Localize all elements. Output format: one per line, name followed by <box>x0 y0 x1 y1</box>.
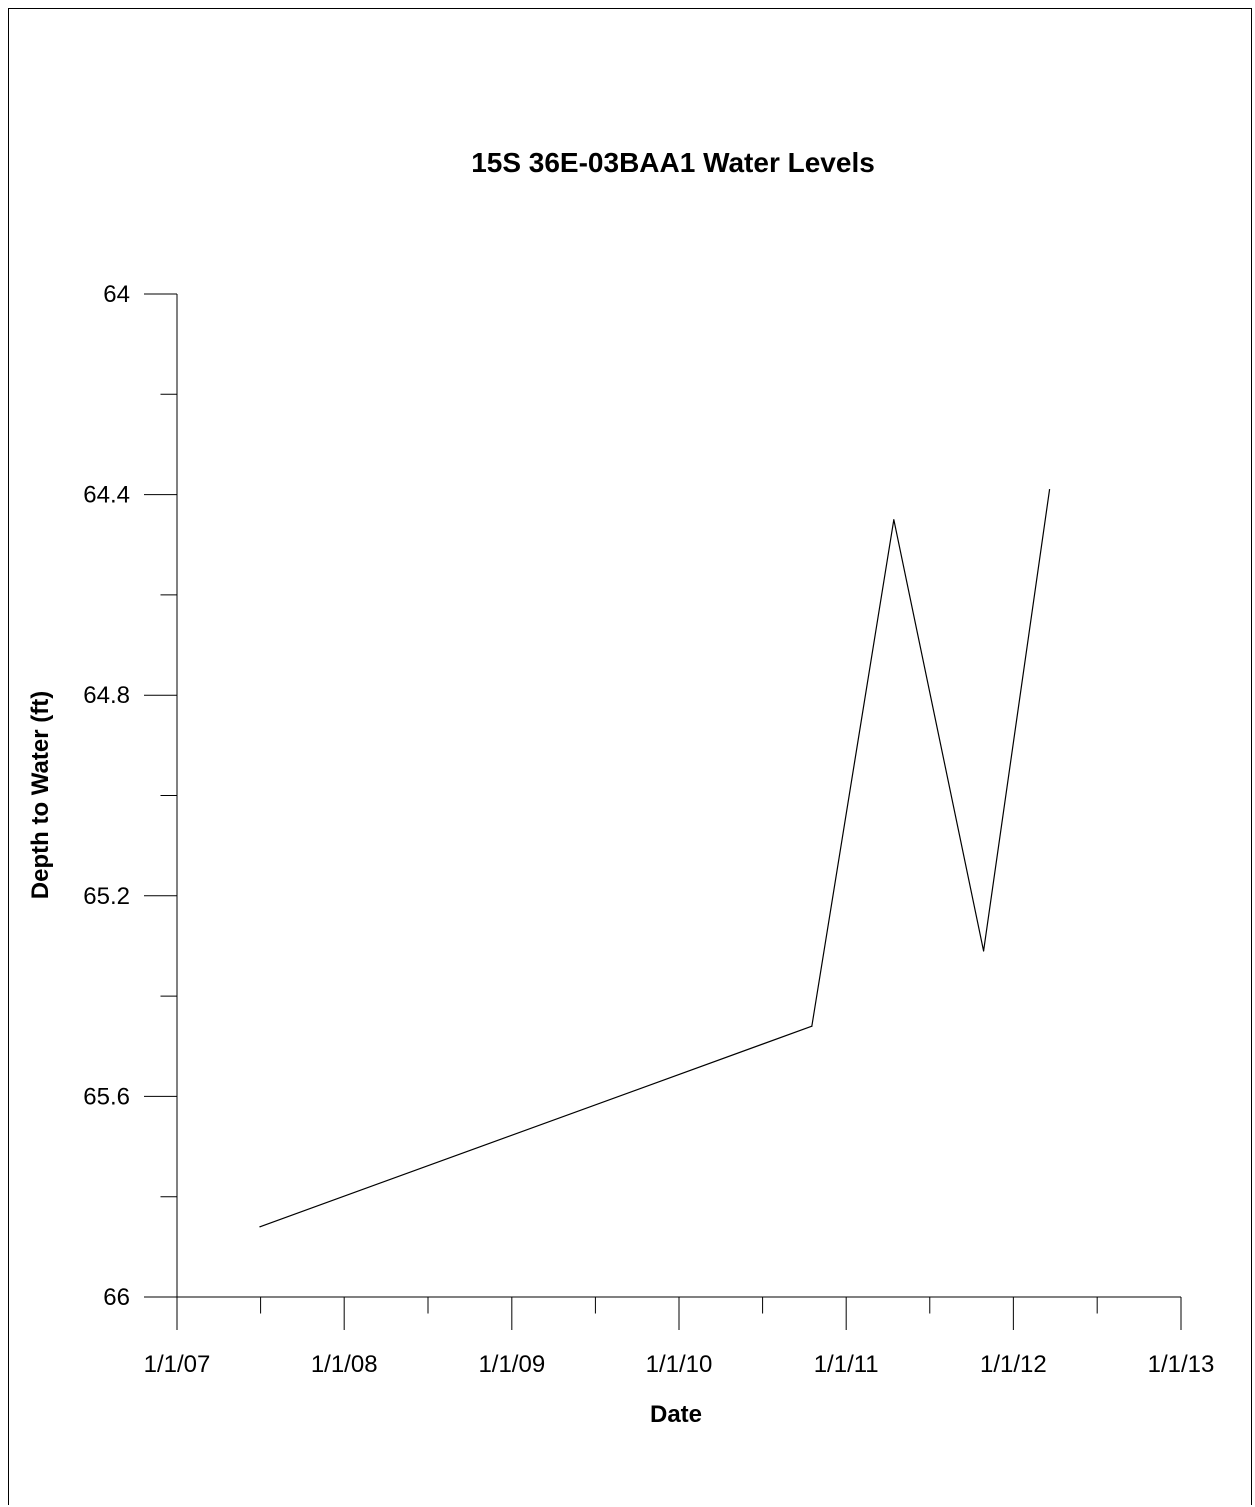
data-point <box>893 519 895 521</box>
x-tick-label: 1/1/13 <box>1148 1351 1215 1378</box>
x-axis-label: Date <box>650 1401 702 1428</box>
y-tick-label: 66 <box>103 1284 130 1311</box>
y-tick-label: 64.4 <box>83 482 130 509</box>
data-point <box>1048 488 1051 491</box>
y-axis-label: Depth to Water (ft) <box>27 691 54 899</box>
y-tick-label: 64 <box>103 281 130 308</box>
data-point <box>982 950 985 952</box>
y-tick-label: 65.6 <box>83 1083 130 1110</box>
y-tick-label: 64.8 <box>83 682 130 709</box>
series-layer <box>259 488 1051 1228</box>
y-tick-label: 65.2 <box>83 883 130 910</box>
data-point <box>811 1025 813 1027</box>
series-line <box>259 489 1051 1228</box>
figure-frame <box>8 8 1252 1505</box>
x-tick-label: 1/1/10 <box>646 1351 713 1378</box>
data-point <box>259 1226 261 1228</box>
y-axis-ticks: 64 64.4 64.8 65.2 65.6 66 <box>83 281 177 1311</box>
x-tick-label: 1/1/09 <box>478 1351 545 1378</box>
x-tick-label: 1/1/11 <box>814 1351 879 1378</box>
chart-title: 15S 36E-03BAA1 Water Levels <box>471 147 875 178</box>
x-tick-label: 1/1/07 <box>144 1351 211 1378</box>
x-axis-ticks: 1/1/07 1/1/08 1/1/09 1/1/10 1/1/11 1/1/12 1/1/… <box>144 1297 1215 1378</box>
x-tick-label: 1/1/08 <box>311 1351 378 1378</box>
x-tick-label: 1/1/12 <box>980 1351 1047 1378</box>
